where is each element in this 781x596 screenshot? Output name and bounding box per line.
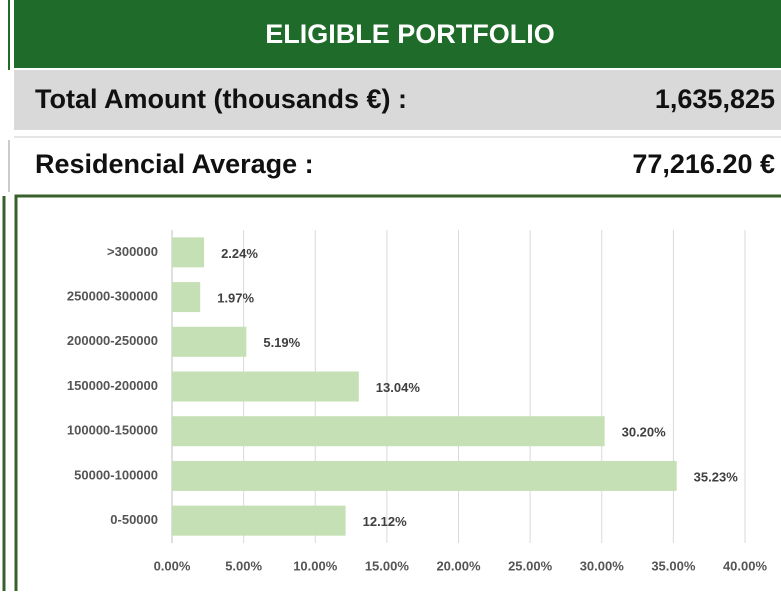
row-label: Total Amount (thousands €) : xyxy=(35,84,407,114)
x-tick-label: 25.00% xyxy=(508,558,553,573)
y-tick-label: 200000-250000 xyxy=(67,333,158,348)
x-tick-label: 15.00% xyxy=(365,558,410,573)
x-tick-label: 20.00% xyxy=(436,558,481,573)
bar xyxy=(172,371,359,402)
y-tick-label: 50000-100000 xyxy=(74,467,158,482)
value-label: 12.12% xyxy=(363,514,408,529)
value-label: 35.23% xyxy=(694,469,739,484)
header-title: ELIGIBLE PORTFOLIO xyxy=(265,19,555,49)
y-tick-label: 0-50000 xyxy=(110,512,158,527)
bar xyxy=(172,416,605,447)
bar xyxy=(172,505,346,536)
chart-frame xyxy=(14,194,781,596)
bar xyxy=(172,326,247,357)
value-label: 2.24% xyxy=(221,246,258,261)
bar xyxy=(172,460,677,491)
y-tick-label: 150000-200000 xyxy=(67,378,158,393)
x-tick-label: 10.00% xyxy=(293,558,338,573)
value-label: 30.20% xyxy=(622,425,667,440)
x-tick-label: 30.00% xyxy=(580,558,625,573)
header-band xyxy=(14,0,781,68)
value-label: 1.97% xyxy=(217,291,254,306)
row-band xyxy=(14,70,781,130)
bar xyxy=(172,237,205,268)
x-tick-label: 35.00% xyxy=(651,558,696,573)
x-tick-label: 0.00% xyxy=(154,558,191,573)
bar xyxy=(172,282,201,313)
row-value: 77,216.20 € xyxy=(632,149,775,179)
x-tick-label: 5.00% xyxy=(225,558,262,573)
value-label: 13.04% xyxy=(376,380,421,395)
y-tick-label: >300000 xyxy=(107,244,158,259)
y-tick-label: 100000-150000 xyxy=(67,423,158,438)
y-tick-label: 250000-300000 xyxy=(67,289,158,304)
row-value: 1,635,825 xyxy=(655,84,775,114)
x-tick-label: 40.00% xyxy=(723,558,768,573)
row-label: Residencial Average : xyxy=(35,149,314,179)
value-label: 5.19% xyxy=(263,335,300,350)
